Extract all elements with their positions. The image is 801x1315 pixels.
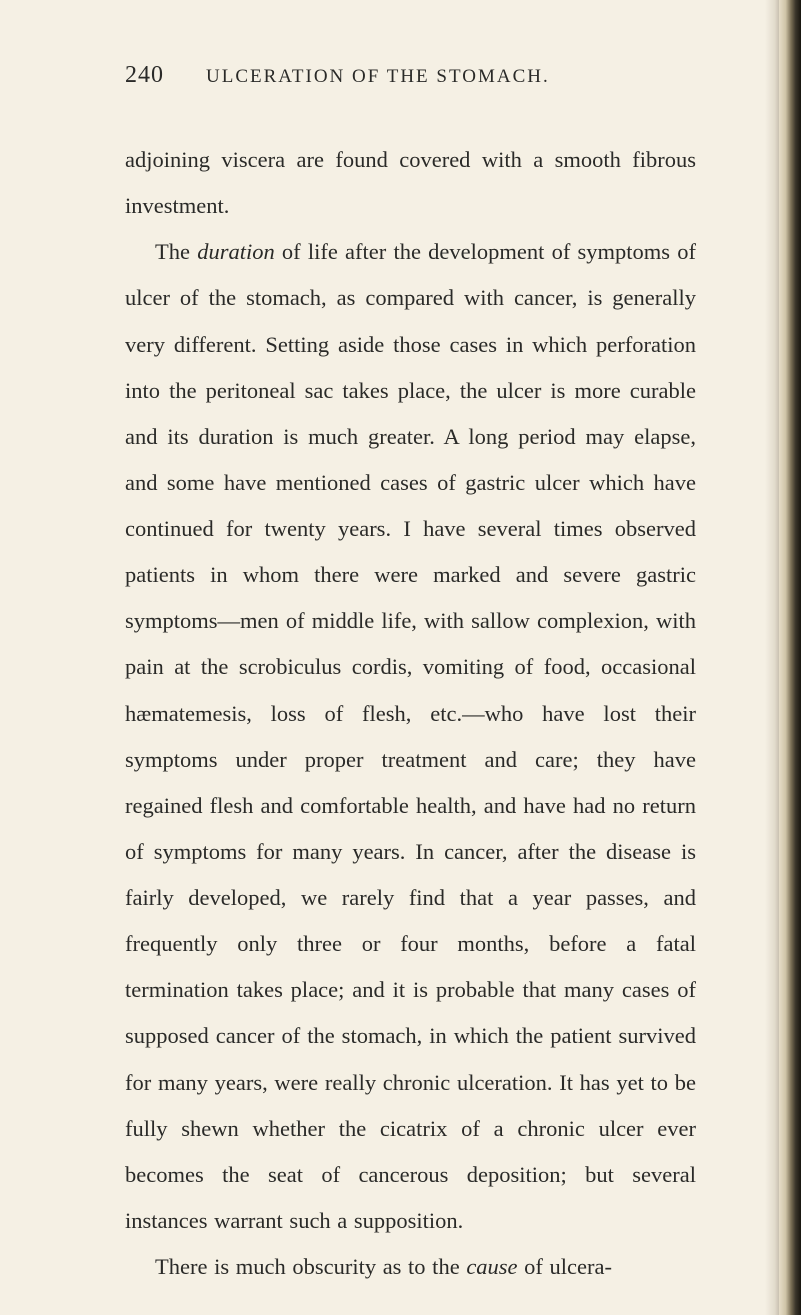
paragraph-2-duration-italic: duration xyxy=(197,239,275,264)
paragraph-3-tail: of ulcera- xyxy=(518,1254,612,1279)
page-container: 240 ULCERATION OF THE STOMACH. adjoining… xyxy=(0,0,801,1315)
paragraph-2-body: of life after the development of symptom… xyxy=(125,239,696,1233)
running-header: ULCERATION OF THE STOMACH. xyxy=(206,66,550,88)
paragraph-3-lead: There is much obscurity as to the xyxy=(155,1254,466,1279)
paragraph-1-text: adjoining viscera are found covered with… xyxy=(125,147,696,218)
page-gutter-shadow xyxy=(765,0,779,1315)
paragraph-3: There is much obscurity as to the cause … xyxy=(125,1244,696,1290)
body-text: adjoining viscera are found covered with… xyxy=(125,137,696,1290)
paragraph-1: adjoining viscera are found covered with… xyxy=(125,137,696,229)
page-number: 240 xyxy=(125,62,164,89)
paragraph-2-lead: The xyxy=(155,239,197,264)
book-spine-edge xyxy=(779,0,801,1315)
paragraph-3-cause-italic: cause xyxy=(466,1254,517,1279)
paragraph-2: The duration of life after the developme… xyxy=(125,229,696,1244)
page-header: 240 ULCERATION OF THE STOMACH. xyxy=(125,62,696,89)
